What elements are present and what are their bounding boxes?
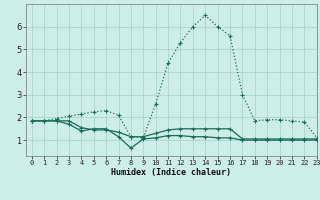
X-axis label: Humidex (Indice chaleur): Humidex (Indice chaleur) — [111, 168, 231, 177]
